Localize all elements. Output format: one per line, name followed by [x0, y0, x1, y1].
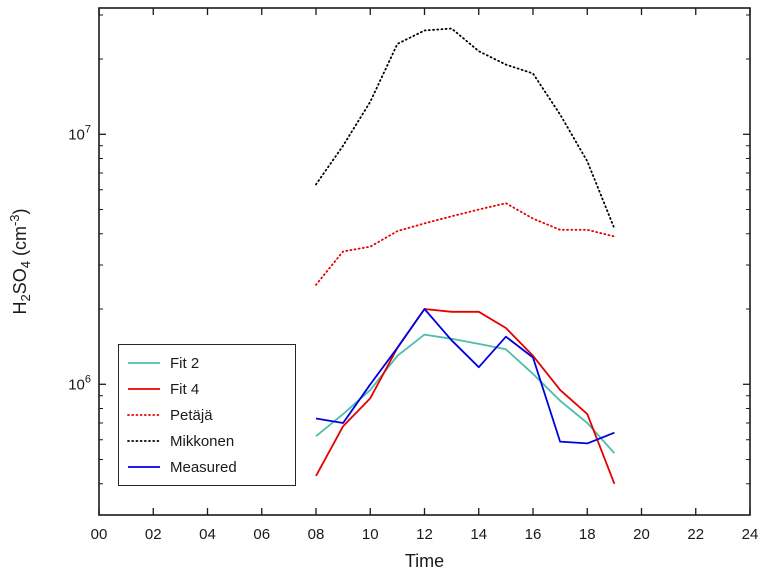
legend-label: Fit 4	[170, 380, 200, 398]
legend-entry-mikkonen: Mikkonen	[127, 428, 287, 454]
y-axis-label: H2SO4 (cm-3)	[7, 208, 33, 314]
x-tick-label: 04	[199, 526, 216, 543]
legend-line-sample	[127, 414, 161, 416]
series-fit-4-line	[315, 308, 616, 485]
x-tick-label: 18	[579, 526, 596, 543]
legend-label: Mikkonen	[170, 432, 235, 450]
legend-entry-fit-4: Fit 4	[127, 376, 287, 402]
legend-line-sample	[127, 440, 161, 442]
series-measured-line	[315, 308, 615, 445]
series-fit-2-line	[315, 333, 616, 454]
y-axis-minor-ticks	[99, 14, 750, 516]
x-tick-label: 14	[470, 526, 487, 543]
x-tick-label: 06	[253, 526, 270, 543]
x-tick-label: 24	[742, 526, 759, 543]
x-axis-label: Time	[404, 551, 445, 571]
x-tick-label: 22	[687, 526, 704, 543]
legend-line-sample	[128, 362, 160, 364]
x-axis-ticks	[98, 8, 751, 515]
y-axis-ticks	[99, 133, 750, 385]
x-tick-label: 12	[416, 526, 433, 543]
x-tick-label: 02	[145, 526, 162, 543]
legend-line-sample	[128, 388, 160, 390]
y-tick-label: 107	[68, 123, 91, 143]
x-tick-label: 20	[633, 526, 650, 543]
y-tick-label: 106	[68, 373, 91, 393]
x-tick-label: 08	[308, 526, 325, 543]
x-tick-label: 10	[362, 526, 379, 543]
legend-line-sample	[128, 466, 160, 468]
x-tick-label: 00	[91, 526, 108, 543]
legend-label: Fit 2	[170, 354, 200, 372]
series-mikkonen-line	[315, 27, 616, 230]
legend-entry-petäjä: Petäjä	[127, 402, 287, 428]
legend: Fit 2 Fit 4 Petäjä Mikkonen Measured	[118, 344, 296, 486]
series-petäjä-line	[315, 202, 616, 286]
x-tick-label: 16	[525, 526, 542, 543]
legend-entry-fit-2: Fit 2	[127, 350, 287, 376]
legend-label: Measured	[170, 458, 237, 476]
legend-label: Petäjä	[170, 406, 213, 424]
legend-entry-measured: Measured	[127, 454, 287, 480]
